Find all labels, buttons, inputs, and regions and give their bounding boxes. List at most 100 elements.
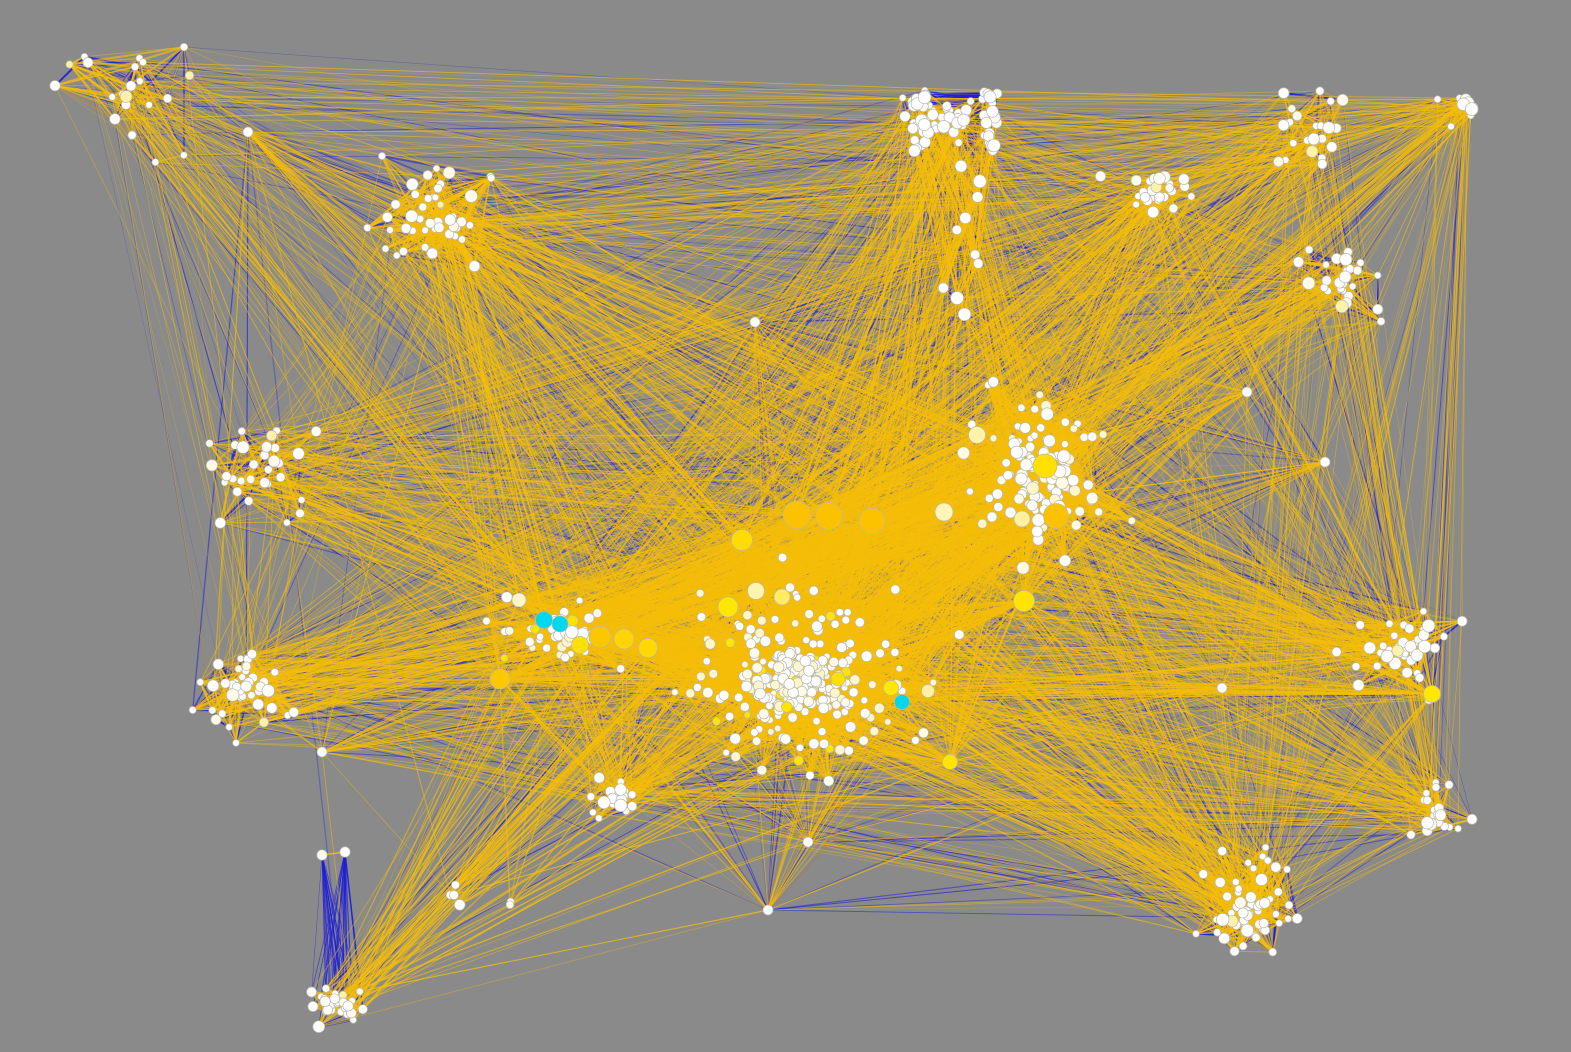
graph-node[interactable] [970,249,981,260]
graph-node[interactable] [1087,431,1098,442]
graph-node[interactable] [1422,789,1431,797]
graph-node[interactable] [1130,174,1142,187]
graph-node[interactable] [791,619,800,628]
graph-node[interactable] [196,678,205,687]
graph-node[interactable] [339,846,351,858]
graph-node[interactable] [1419,607,1428,616]
graph-node[interactable] [355,987,364,996]
graph-node[interactable] [500,653,509,663]
graph-node[interactable] [449,890,459,900]
graph-node[interactable] [873,702,885,714]
graph-node[interactable] [1057,449,1071,463]
graph-node[interactable] [248,459,259,470]
graph-node[interactable] [1241,386,1253,398]
graph-node[interactable] [1237,907,1249,919]
graph-node[interactable] [957,307,972,322]
graph-node[interactable] [917,90,932,105]
graph-node[interactable] [752,736,762,746]
graph-node[interactable] [542,643,551,653]
graph-node[interactable] [754,687,766,700]
graph-node[interactable] [242,126,254,138]
graph-node[interactable] [758,708,770,720]
graph-node-hub[interactable] [1013,590,1035,612]
graph-node[interactable] [1376,317,1386,326]
graph-node[interactable] [1352,679,1365,692]
graph-node[interactable] [1216,913,1230,927]
graph-node[interactable] [151,158,160,167]
graph-node[interactable] [139,58,147,67]
graph-node[interactable] [986,511,998,523]
graph-node[interactable] [1263,856,1272,865]
graph-node[interactable] [266,702,278,714]
graph-node[interactable] [823,775,835,787]
graph-node[interactable] [1010,445,1024,459]
graph-node[interactable] [234,664,243,673]
graph-node[interactable] [1238,941,1248,951]
graph-node[interactable] [959,211,972,225]
graph-node[interactable] [1013,493,1025,505]
graph-node[interactable] [767,728,775,736]
graph-node[interactable] [270,668,279,677]
graph-node[interactable] [774,632,785,643]
graph-node[interactable] [745,638,757,649]
graph-node[interactable] [1339,253,1353,266]
graph-node[interactable] [759,635,772,647]
graph-node[interactable] [1216,682,1228,694]
graph-node-hub[interactable] [1043,503,1069,529]
graph-node[interactable] [1132,200,1140,209]
graph-node[interactable] [725,637,736,648]
graph-node-highlighted[interactable] [535,611,553,629]
graph-node[interactable] [937,282,949,294]
graph-node[interactable] [1222,891,1232,902]
graph-node[interactable] [386,226,394,234]
graph-node[interactable] [221,471,232,482]
graph-node[interactable] [740,680,753,693]
graph-node[interactable] [575,596,584,605]
graph-node[interactable] [1305,145,1319,158]
graph-node[interactable] [926,108,939,121]
graph-node-hub[interactable] [942,754,958,770]
graph-node[interactable] [297,496,306,504]
graph-node[interactable] [848,687,859,698]
graph-node[interactable] [1348,282,1357,291]
graph-node[interactable] [1406,830,1416,840]
graph-node[interactable] [828,656,839,668]
graph-node[interactable] [817,614,826,623]
graph-node[interactable] [1127,516,1136,525]
graph-node[interactable] [802,695,815,708]
graph-node[interactable] [777,552,788,563]
graph-node-hub[interactable] [1423,685,1441,703]
graph-node[interactable] [1464,102,1479,116]
graph-node[interactable] [1258,852,1267,861]
graph-node[interactable] [410,189,420,199]
graph-node[interactable] [1004,506,1017,519]
graph-node[interactable] [881,639,891,649]
graph-node[interactable] [817,727,827,736]
graph-node[interactable] [1289,139,1298,148]
node-layer[interactable] [49,42,1479,1033]
graph-node-hub[interactable] [613,628,635,650]
graph-node[interactable] [357,1004,368,1015]
graph-node[interactable] [1025,441,1036,452]
graph-node[interactable] [468,260,481,273]
graph-node[interactable] [770,679,781,690]
graph-node[interactable] [1251,933,1261,942]
graph-node-hub[interactable] [815,502,843,530]
graph-node[interactable] [1338,270,1352,284]
graph-node[interactable] [1019,458,1033,472]
graph-node[interactable] [295,508,305,518]
graph-node[interactable] [162,93,173,104]
graph-node[interactable] [1431,782,1441,792]
graph-node[interactable] [1351,662,1361,671]
graph-node[interactable] [762,904,774,916]
graph-node[interactable] [696,671,706,682]
graph-node[interactable] [1154,191,1165,203]
graph-node[interactable] [406,178,419,191]
graph-node[interactable] [696,612,707,622]
graph-node[interactable] [840,697,851,708]
graph-node[interactable] [1291,913,1303,924]
graph-node[interactable] [210,714,222,726]
graph-node[interactable] [399,246,408,256]
graph-node[interactable] [817,702,830,714]
graph-node[interactable] [818,738,830,749]
